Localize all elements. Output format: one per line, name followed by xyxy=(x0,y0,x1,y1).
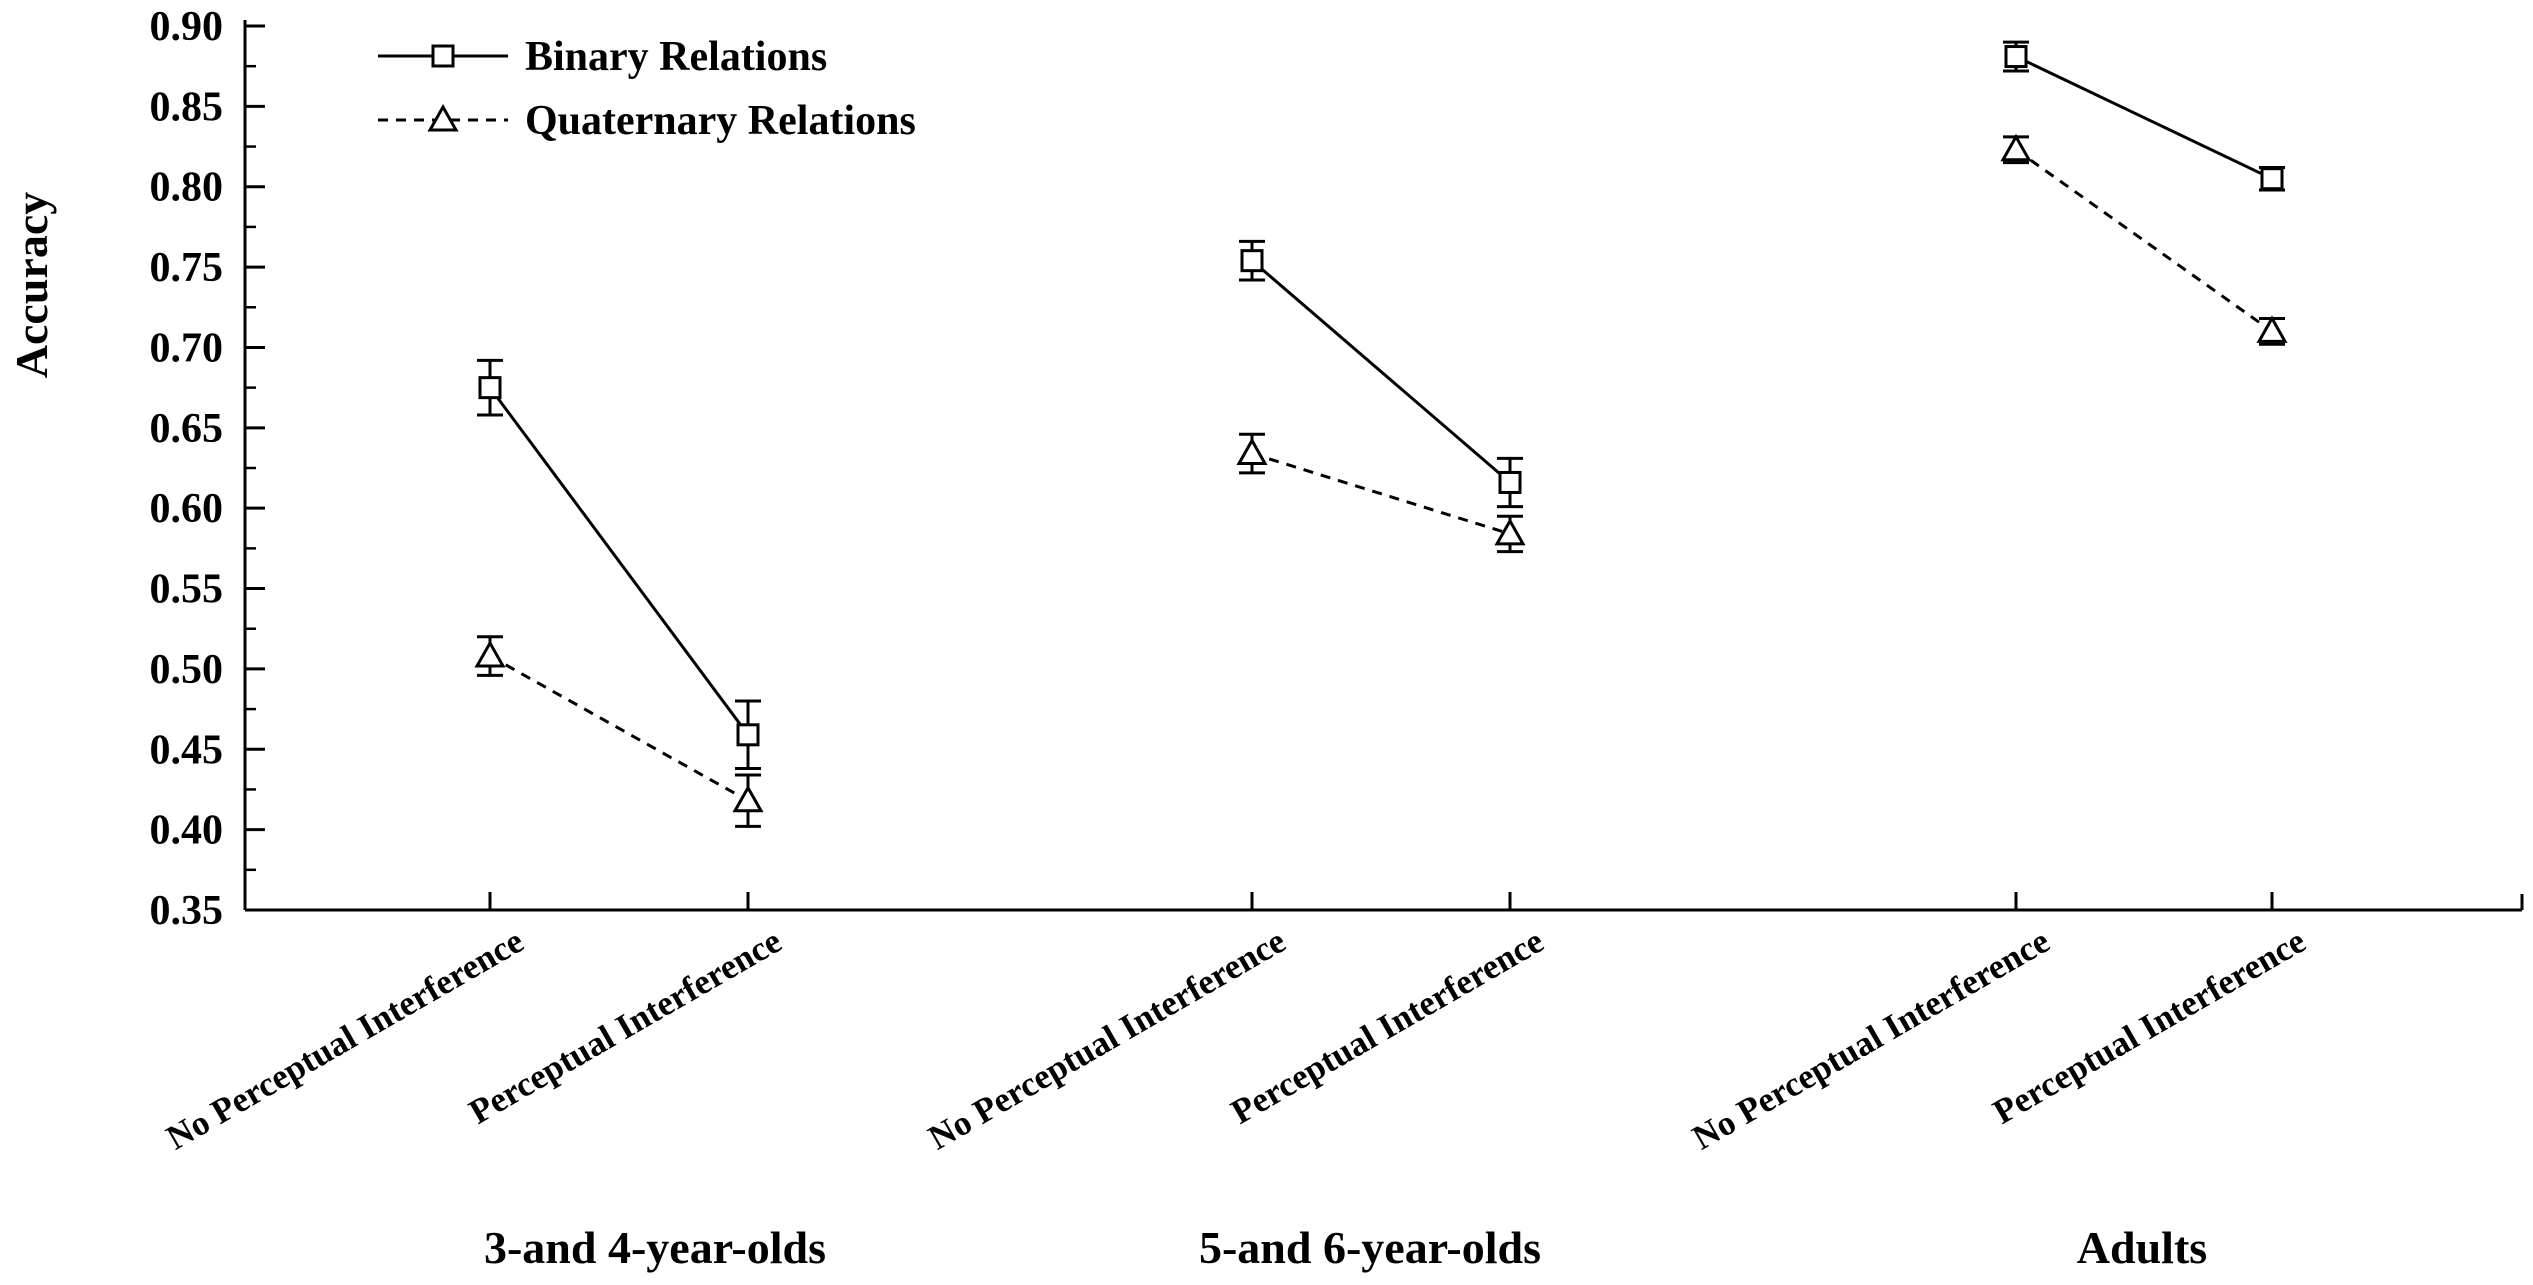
legend-label: Binary Relations xyxy=(525,34,827,80)
y-tick-label: 0.40 xyxy=(150,808,224,854)
square-marker xyxy=(1240,249,1264,273)
series-line xyxy=(488,386,750,736)
y-tick-label: 0.50 xyxy=(150,647,224,693)
y-tick-label: 0.90 xyxy=(150,4,224,50)
triangle-marker xyxy=(2000,133,2032,162)
y-axis-ticks: 0.35 0.40 0.45 0.50 0.55 0.60 0.65 0.70 0.75 0.80… xyxy=(150,4,265,934)
series-line xyxy=(2015,148,2273,333)
series-line xyxy=(1251,259,1511,484)
y-tick-label: 0.35 xyxy=(150,888,224,934)
triangle-marker xyxy=(1236,437,1268,466)
legend-label: Quaternary Relations xyxy=(525,98,916,144)
triangle-marker xyxy=(474,640,506,668)
series-line xyxy=(1251,452,1511,536)
triangle-marker xyxy=(1494,517,1526,546)
series-2 xyxy=(474,133,2288,828)
x-category-label: No Perceptual Interference xyxy=(160,921,530,1157)
legend: Binary Relations Quaternary Relations xyxy=(378,34,916,144)
series-line xyxy=(489,654,749,803)
square-marker xyxy=(2260,167,2284,191)
y-tick-label: 0.65 xyxy=(150,406,224,452)
y-tick-label: 0.60 xyxy=(150,486,224,532)
axes xyxy=(243,20,2524,912)
square-marker xyxy=(1498,470,1522,494)
y-tick-label: 0.85 xyxy=(150,84,224,130)
y-axis-title: Accuracy xyxy=(6,192,57,378)
y-tick-label: 0.70 xyxy=(150,325,224,371)
x-category-label: No Perceptual Interference xyxy=(922,921,1292,1157)
series-1 xyxy=(477,40,2285,771)
triangle-marker xyxy=(732,784,764,813)
triangle-marker xyxy=(2256,315,2288,343)
series-line xyxy=(2015,55,2273,181)
square-marker xyxy=(431,44,455,68)
group-label: 5-and 6-year-olds xyxy=(1199,1222,1541,1273)
series-layer xyxy=(474,40,2288,828)
square-marker xyxy=(736,723,760,747)
group-label: 3-and 4-year-olds xyxy=(484,1222,826,1273)
y-tick-label: 0.55 xyxy=(150,567,224,613)
square-marker xyxy=(2004,45,2028,69)
triangle-marker xyxy=(427,103,459,132)
group-label: Adults xyxy=(2077,1222,2207,1273)
y-tick-label: 0.45 xyxy=(150,727,224,773)
square-marker xyxy=(478,376,502,400)
y-tick-label: 0.75 xyxy=(150,245,224,291)
y-tick-label: 0.80 xyxy=(150,165,224,211)
